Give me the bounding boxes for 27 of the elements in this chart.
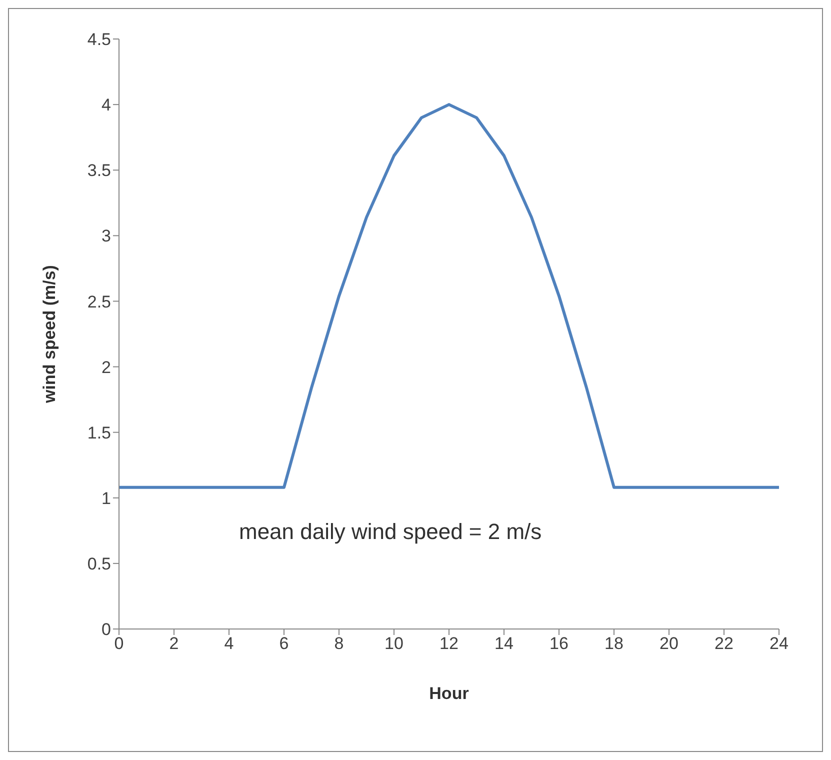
x-tick-label: 14 bbox=[494, 634, 514, 654]
x-axis-title: Hour bbox=[429, 684, 470, 703]
y-tick-label: 4.5 bbox=[87, 30, 111, 50]
x-tick-label: 6 bbox=[279, 634, 289, 654]
x-tick-label: 4 bbox=[224, 634, 234, 654]
x-tick-label: 16 bbox=[550, 634, 568, 654]
x-tick-label: 24 bbox=[770, 634, 788, 654]
y-tick-label: 3.5 bbox=[87, 161, 111, 180]
y-tick-label: 2 bbox=[102, 358, 111, 377]
x-tick-label: 22 bbox=[714, 634, 734, 654]
x-tick-label: 18 bbox=[604, 634, 624, 654]
y-axis-title: wind speed (m/s) bbox=[40, 265, 60, 404]
x-tick-label: 10 bbox=[384, 634, 404, 654]
y-tick-label: 0 bbox=[102, 620, 111, 640]
x-tick-label: 20 bbox=[660, 634, 678, 654]
y-tick-label: 1.5 bbox=[87, 423, 111, 442]
line-series bbox=[119, 103, 779, 489]
x-tick-label: 2 bbox=[169, 634, 179, 654]
x-tick-label: 8 bbox=[334, 634, 344, 654]
y-tick-label: 0.5 bbox=[87, 554, 111, 574]
y-tick-label: 4 bbox=[102, 96, 111, 115]
y-tick-label: 3 bbox=[102, 226, 111, 246]
x-tick-label: 12 bbox=[440, 634, 458, 654]
y-tick-label: 1 bbox=[102, 488, 111, 508]
y-tick-label: 2.5 bbox=[87, 292, 111, 312]
x-tick-label: 0 bbox=[114, 634, 124, 654]
annotation: mean daily wind speed = 2 m/s bbox=[239, 519, 542, 545]
